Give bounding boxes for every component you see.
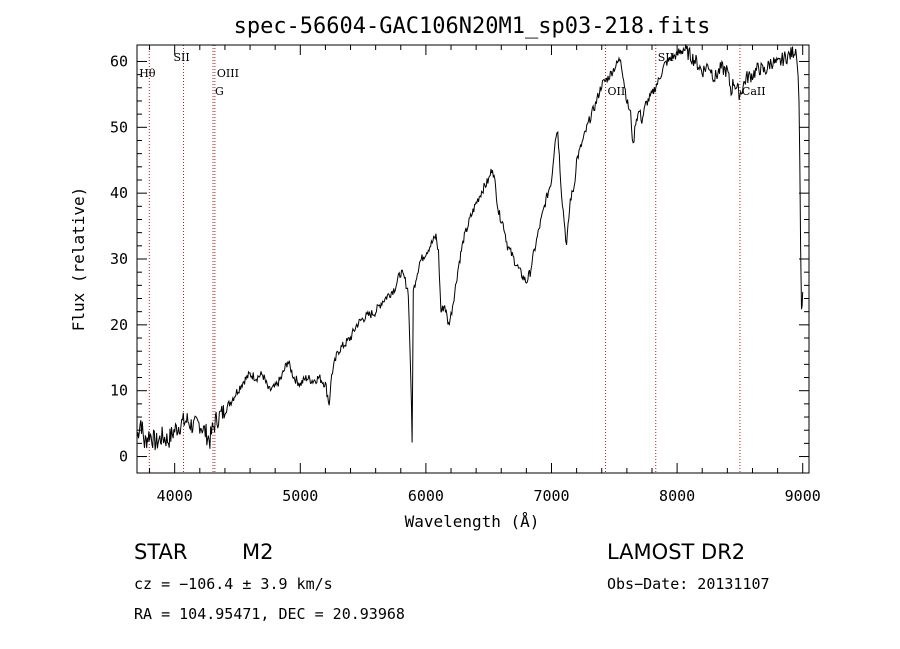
y-tick-label-2: 20: [110, 316, 128, 334]
x-tick-label-1: 5000: [282, 487, 318, 505]
x-tick-label-3: 7000: [533, 487, 569, 505]
y-axis-label: Flux (relative): [69, 187, 88, 332]
marker-label-1: SII: [173, 51, 189, 64]
y-tick-label-5: 50: [110, 118, 128, 136]
y-tick-label-6: 60: [110, 52, 128, 70]
chart-title: spec-56604-GAC106N20M1_sp03-218.fits: [234, 14, 711, 39]
x-tick-label-2: 6000: [408, 487, 444, 505]
redshift-text: cz = −106.4 ± 3.9 km/s: [134, 575, 333, 593]
y-tick-label-0: 0: [119, 448, 128, 466]
spectrum-line-0: [136, 44, 804, 451]
x-tick-label-5: 9000: [785, 487, 821, 505]
marker-label-4: OII: [608, 85, 626, 98]
obs-date-text: Obs−Date: 20131107: [607, 575, 770, 593]
marker-label-3: G: [215, 85, 224, 98]
survey-name: LAMOST DR2: [607, 540, 745, 564]
x-axis-label: Wavelength (Å): [405, 512, 540, 531]
x-tick-label-0: 4000: [157, 487, 193, 505]
plot-frame: [136, 44, 810, 474]
axes: 4000 5000 6000 7000 8000 9000 0 10 20 30 40 50 60: [110, 45, 821, 505]
object-subclass: M2: [242, 540, 273, 564]
marker-label-2: OIII: [217, 67, 239, 80]
y-tick-label-1: 10: [110, 382, 128, 400]
spectrum-series: [136, 44, 804, 451]
object-class: STAR: [134, 540, 187, 564]
y-tick-label-4: 40: [110, 184, 128, 202]
marker-label-6: CaII: [742, 85, 766, 98]
y-tick-label-3: 30: [110, 250, 128, 268]
x-tick-label-4: 8000: [659, 487, 695, 505]
coordinates-text: RA = 104.95471, DEC = 20.93968: [134, 605, 405, 623]
marker-label-0: Hθ: [139, 67, 156, 80]
